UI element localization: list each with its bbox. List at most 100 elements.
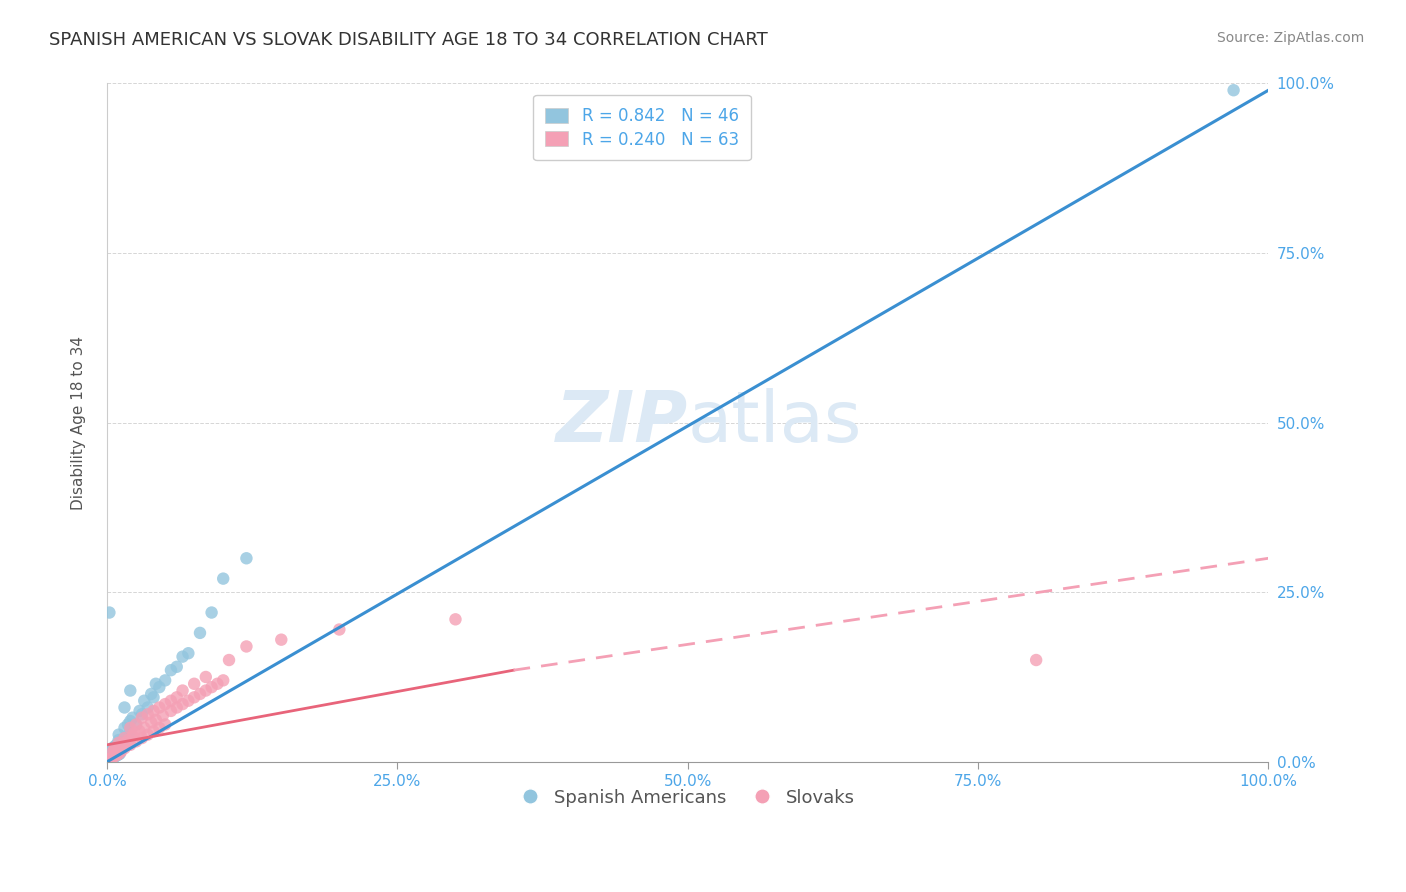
Point	[107, 746, 129, 760]
Point	[122, 726, 145, 740]
Text: SPANISH AMERICAN VS SLOVAK DISABILITY AGE 18 TO 34 CORRELATION CHART: SPANISH AMERICAN VS SLOVAK DISABILITY AG…	[49, 31, 768, 49]
Point	[218, 653, 240, 667]
Point	[114, 700, 136, 714]
Point	[100, 745, 122, 759]
Point	[107, 747, 129, 762]
Text: atlas: atlas	[688, 388, 862, 457]
Point	[141, 687, 163, 701]
Point	[194, 683, 217, 698]
Point	[101, 745, 124, 759]
Point	[114, 736, 136, 750]
Point	[142, 704, 165, 718]
Point	[148, 721, 170, 735]
Point	[121, 711, 143, 725]
Point	[152, 708, 174, 723]
Point	[153, 717, 176, 731]
Text: Source: ZipAtlas.com: Source: ZipAtlas.com	[1216, 31, 1364, 45]
Point	[114, 731, 136, 745]
Point	[103, 750, 125, 764]
Point	[100, 752, 122, 766]
Point	[212, 673, 235, 688]
Point	[166, 700, 188, 714]
Point	[107, 736, 129, 750]
Point	[183, 690, 205, 705]
Point	[177, 694, 200, 708]
Point	[172, 697, 194, 711]
Point	[141, 715, 163, 730]
Point	[100, 751, 122, 765]
Point	[136, 728, 159, 742]
Point	[103, 739, 125, 754]
Point	[328, 623, 350, 637]
Point	[98, 606, 121, 620]
Point	[207, 677, 229, 691]
Point	[107, 747, 129, 761]
Point	[120, 738, 142, 752]
Point	[101, 741, 124, 756]
Point	[142, 724, 165, 739]
Point	[1025, 653, 1047, 667]
Point	[200, 680, 222, 694]
Point	[235, 640, 257, 654]
Text: ZIP: ZIP	[555, 388, 688, 457]
Point	[110, 738, 132, 752]
Point	[125, 734, 148, 748]
Point	[235, 551, 257, 566]
Point	[183, 677, 205, 691]
Point	[108, 747, 131, 761]
Point	[100, 752, 122, 766]
Point	[100, 742, 122, 756]
Point	[166, 690, 188, 705]
Point	[160, 694, 183, 708]
Point	[120, 714, 142, 728]
Point	[131, 731, 153, 745]
Y-axis label: Disability Age 18 to 34: Disability Age 18 to 34	[72, 335, 86, 509]
Point	[114, 721, 136, 735]
Point	[107, 728, 129, 742]
Point	[117, 733, 139, 747]
Point	[114, 741, 136, 756]
Point	[145, 713, 167, 727]
Point	[270, 632, 292, 647]
Point	[194, 670, 217, 684]
Point	[177, 646, 200, 660]
Point	[125, 717, 148, 731]
Point	[136, 700, 159, 714]
Point	[148, 680, 170, 694]
Point	[188, 626, 211, 640]
Point	[104, 748, 127, 763]
Point	[145, 677, 167, 691]
Point	[128, 724, 150, 739]
Point	[153, 673, 176, 688]
Point	[200, 606, 222, 620]
Point	[142, 690, 165, 705]
Point	[98, 753, 121, 767]
Point	[160, 704, 183, 718]
Point	[101, 750, 124, 764]
Point	[166, 660, 188, 674]
Point	[134, 721, 156, 735]
Point	[103, 742, 125, 756]
Point	[188, 687, 211, 701]
Point	[105, 747, 128, 762]
Point	[100, 751, 122, 765]
Point	[105, 741, 128, 756]
Point	[153, 697, 176, 711]
Point	[104, 749, 127, 764]
Point	[103, 749, 125, 764]
Point	[131, 711, 153, 725]
Point	[117, 717, 139, 731]
Point	[172, 649, 194, 664]
Point	[110, 745, 132, 759]
Point	[110, 734, 132, 748]
Point	[100, 751, 122, 765]
Point	[107, 747, 129, 762]
Point	[172, 683, 194, 698]
Point	[120, 724, 142, 739]
Point	[134, 694, 156, 708]
Point	[114, 731, 136, 745]
Point	[105, 738, 128, 752]
Point	[148, 700, 170, 714]
Point	[101, 750, 124, 764]
Point	[131, 707, 153, 722]
